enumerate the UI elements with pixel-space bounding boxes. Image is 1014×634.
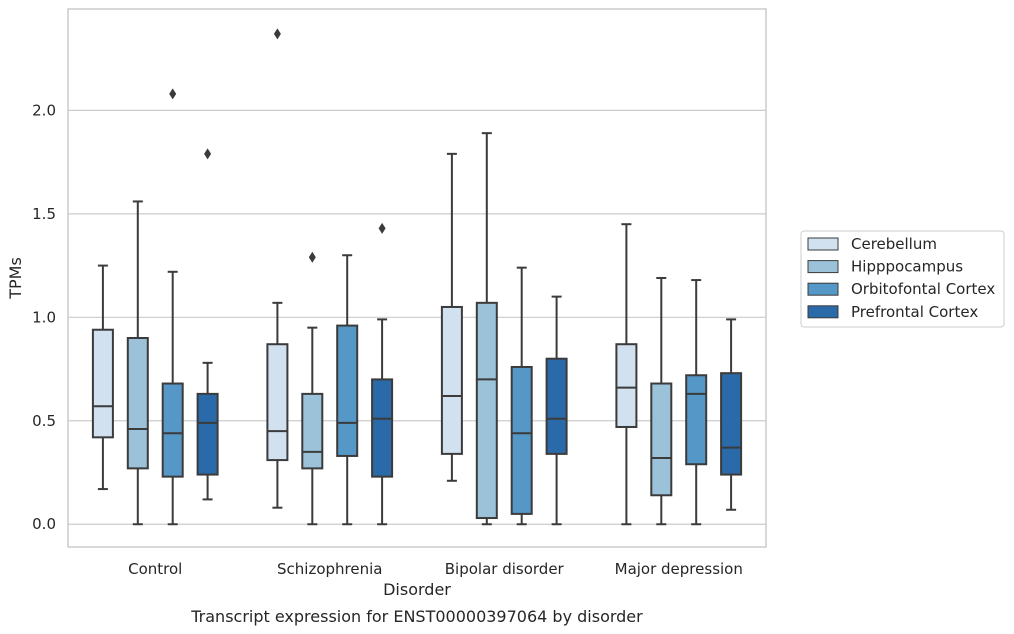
x-axis-label: Disorder (383, 580, 451, 599)
legend-label: Prefrontal Cortex (851, 303, 978, 321)
legend-items: Cerebellum Hipppocampus Orbitofontal Corte… (807, 235, 995, 321)
outlier-point (169, 88, 177, 100)
outlier-point (378, 222, 386, 234)
x-tick-label: Bipolar disorder (445, 560, 565, 578)
box-body (615, 343, 638, 428)
outlier-point (308, 251, 316, 263)
box-body (685, 374, 708, 466)
box-body (301, 392, 324, 470)
y-axis-label: TPMs (6, 257, 25, 300)
legend-label: Orbitofontal Cortex (851, 280, 995, 298)
x-tick-label: Control (128, 560, 182, 578)
box-body (510, 365, 533, 515)
y-tick-label: 2.0 (32, 101, 56, 119)
box-group (371, 222, 394, 526)
chart-caption: Transcript expression for ENST0000039706… (190, 607, 643, 626)
y-tick-labels: 0.0 0.5 1.0 1.5 2.0 (32, 101, 56, 533)
box-body (650, 382, 673, 497)
boxes-layer (91, 28, 743, 526)
outlier-point (204, 148, 212, 160)
box-group (545, 295, 568, 526)
box-group (196, 148, 219, 501)
box-body (161, 382, 184, 478)
y-tick-label: 1.0 (32, 308, 56, 326)
box-group (510, 266, 533, 526)
x-tick-label: Schizophrenia (277, 560, 382, 578)
legend-swatch (807, 237, 839, 251)
box-body (196, 392, 219, 476)
box-group (685, 279, 708, 526)
box-body (545, 357, 568, 455)
box-body (371, 378, 394, 478)
box-group (615, 223, 638, 526)
legend-label: Hipppocampus (851, 258, 963, 276)
box-group (440, 152, 463, 482)
box-group (126, 200, 149, 526)
box-group (161, 88, 184, 526)
y-tick-label: 0.5 (32, 412, 56, 430)
y-tick-label: 0.0 (32, 515, 56, 533)
box-group (336, 254, 359, 526)
y-tick-label: 1.5 (32, 205, 56, 223)
box-body (720, 372, 743, 476)
box-group (650, 277, 673, 526)
box-body (475, 301, 498, 520)
box-group (266, 28, 289, 509)
legend-label: Cerebellum (851, 235, 937, 253)
outlier-point (273, 28, 281, 40)
box-group (91, 264, 114, 491)
x-tick-labels: Control Schizophrenia Bipolar disorder Majo… (128, 560, 743, 578)
box-body (91, 328, 114, 439)
plot-frame (67, 8, 767, 548)
gridlines (68, 109, 766, 525)
box-body (440, 305, 463, 455)
legend-swatch (807, 305, 839, 319)
x-tick-label: Major depression (615, 560, 743, 578)
legend-frame (800, 230, 1005, 328)
box-group (475, 132, 498, 526)
box-group (720, 318, 743, 511)
box-body (266, 343, 289, 462)
box-body (336, 324, 359, 457)
legend-swatch (807, 282, 839, 296)
legend: Cerebellum Hipppocampus Orbitofontal Corte… (800, 230, 1005, 328)
box-group (301, 251, 324, 526)
box-body (126, 337, 149, 470)
legend-swatch (807, 260, 839, 274)
